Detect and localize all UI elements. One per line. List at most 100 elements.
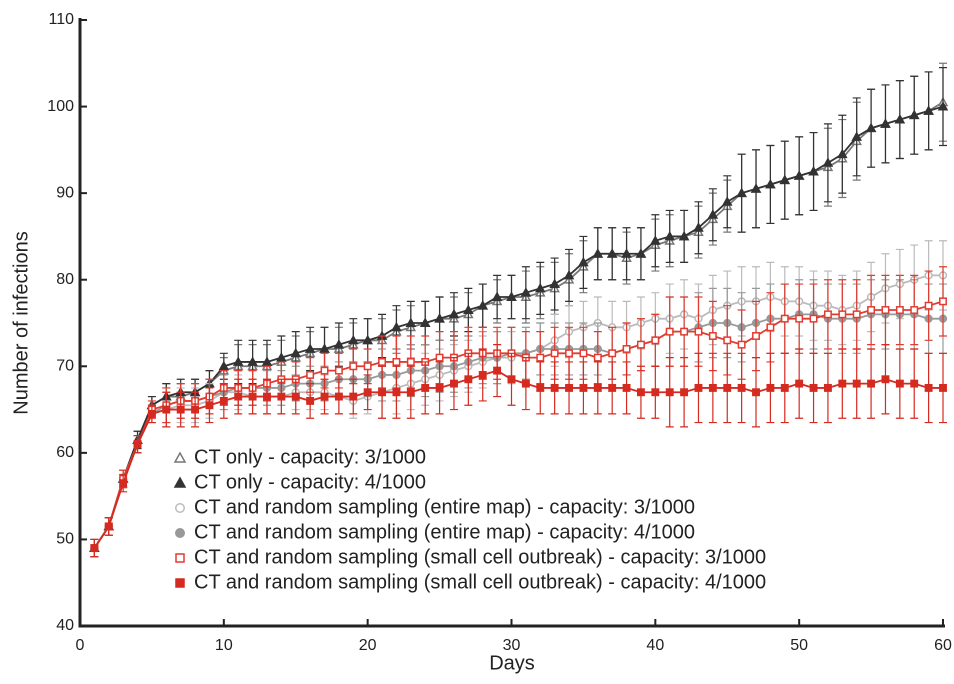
data-point [362, 334, 373, 345]
data-point [304, 343, 316, 353]
data-point [708, 383, 717, 392]
data-point [176, 405, 185, 414]
data-point [651, 388, 660, 397]
data-point [565, 383, 573, 392]
legend-marker [175, 528, 185, 538]
data-point [924, 383, 933, 392]
data-point [563, 269, 575, 280]
data-point [766, 383, 775, 392]
data-point [392, 358, 401, 366]
data-point [378, 388, 387, 397]
data-point [478, 370, 487, 379]
legend-marker [175, 503, 185, 513]
data-point [752, 332, 760, 340]
data-point [363, 362, 372, 371]
data-point [635, 248, 647, 258]
x-axis-label: Days [489, 652, 535, 674]
data-point [291, 392, 300, 401]
data-point [852, 310, 861, 319]
data-point [593, 383, 602, 392]
data-point [851, 131, 862, 141]
data-point [766, 323, 775, 332]
legend-label: CT and random sampling (entire map) - ca… [194, 496, 695, 518]
data-point [823, 383, 832, 392]
data-point [133, 440, 142, 449]
data-point [334, 392, 343, 401]
data-point [506, 291, 517, 301]
data-point [435, 383, 444, 392]
data-point [808, 165, 819, 176]
data-point [578, 256, 589, 267]
data-point [549, 278, 560, 288]
data-point [349, 392, 358, 401]
data-point [493, 366, 502, 375]
data-point [319, 343, 330, 353]
data-point [333, 339, 345, 349]
data-point [534, 282, 546, 293]
data-point [694, 383, 703, 392]
legend-label: CT and random sampling (small cell outbr… [194, 571, 766, 593]
data-point [348, 334, 359, 345]
data-point [852, 379, 861, 388]
data-point [391, 321, 402, 332]
data-point [363, 388, 372, 397]
data-point [406, 358, 415, 366]
data-point [162, 405, 171, 414]
legend-label: CT only - capacity: 4/1000 [194, 471, 426, 493]
data-point [765, 178, 776, 189]
x-tick-label: 50 [790, 637, 808, 654]
data-point [419, 317, 431, 327]
data-point [779, 174, 791, 185]
data-point [608, 383, 617, 392]
y-tick-label: 40 [56, 617, 74, 634]
data-point [606, 248, 618, 258]
y-tick-label: 90 [56, 184, 74, 201]
y-axis-label: Number of infections [10, 231, 32, 414]
data-point [565, 349, 573, 358]
series [90, 344, 947, 558]
data-point [349, 362, 358, 371]
data-point [694, 327, 703, 336]
data-point [104, 522, 113, 531]
data-point [637, 340, 645, 349]
x-tick-label: 30 [503, 637, 521, 654]
y-tick-label: 80 [56, 271, 74, 288]
data-point [608, 349, 617, 358]
data-point [924, 301, 933, 310]
data-point [780, 383, 789, 392]
data-point [622, 345, 631, 353]
data-point [651, 336, 660, 345]
data-point [721, 196, 733, 206]
data-point [434, 313, 445, 323]
data-point [939, 383, 947, 392]
data-point [838, 310, 847, 319]
data-point [205, 401, 214, 410]
legend-marker [175, 553, 185, 563]
y-tick-label: 100 [47, 98, 74, 115]
data-point [867, 379, 876, 388]
data-point [752, 388, 760, 397]
legend: CT only - capacity: 3/1000 CT only - capa… [173, 446, 766, 593]
legend-marker [173, 476, 187, 488]
data-point [218, 360, 230, 371]
x-tick-label: 10 [215, 637, 233, 654]
data-point [378, 358, 387, 366]
data-point [392, 388, 401, 397]
data-point [448, 308, 460, 319]
data-point [795, 379, 804, 388]
data-point [750, 183, 762, 193]
data-point [248, 392, 257, 401]
data-point [680, 388, 689, 397]
data-point [247, 356, 258, 366]
data-point [550, 349, 559, 358]
data-point [678, 230, 690, 241]
data-point [910, 379, 919, 388]
data-point [680, 327, 689, 336]
data-point [809, 314, 818, 323]
data-point [880, 118, 891, 128]
data-point [923, 105, 934, 115]
data-point [908, 109, 920, 120]
y-tick-label: 60 [56, 444, 74, 461]
data-point [693, 222, 704, 232]
